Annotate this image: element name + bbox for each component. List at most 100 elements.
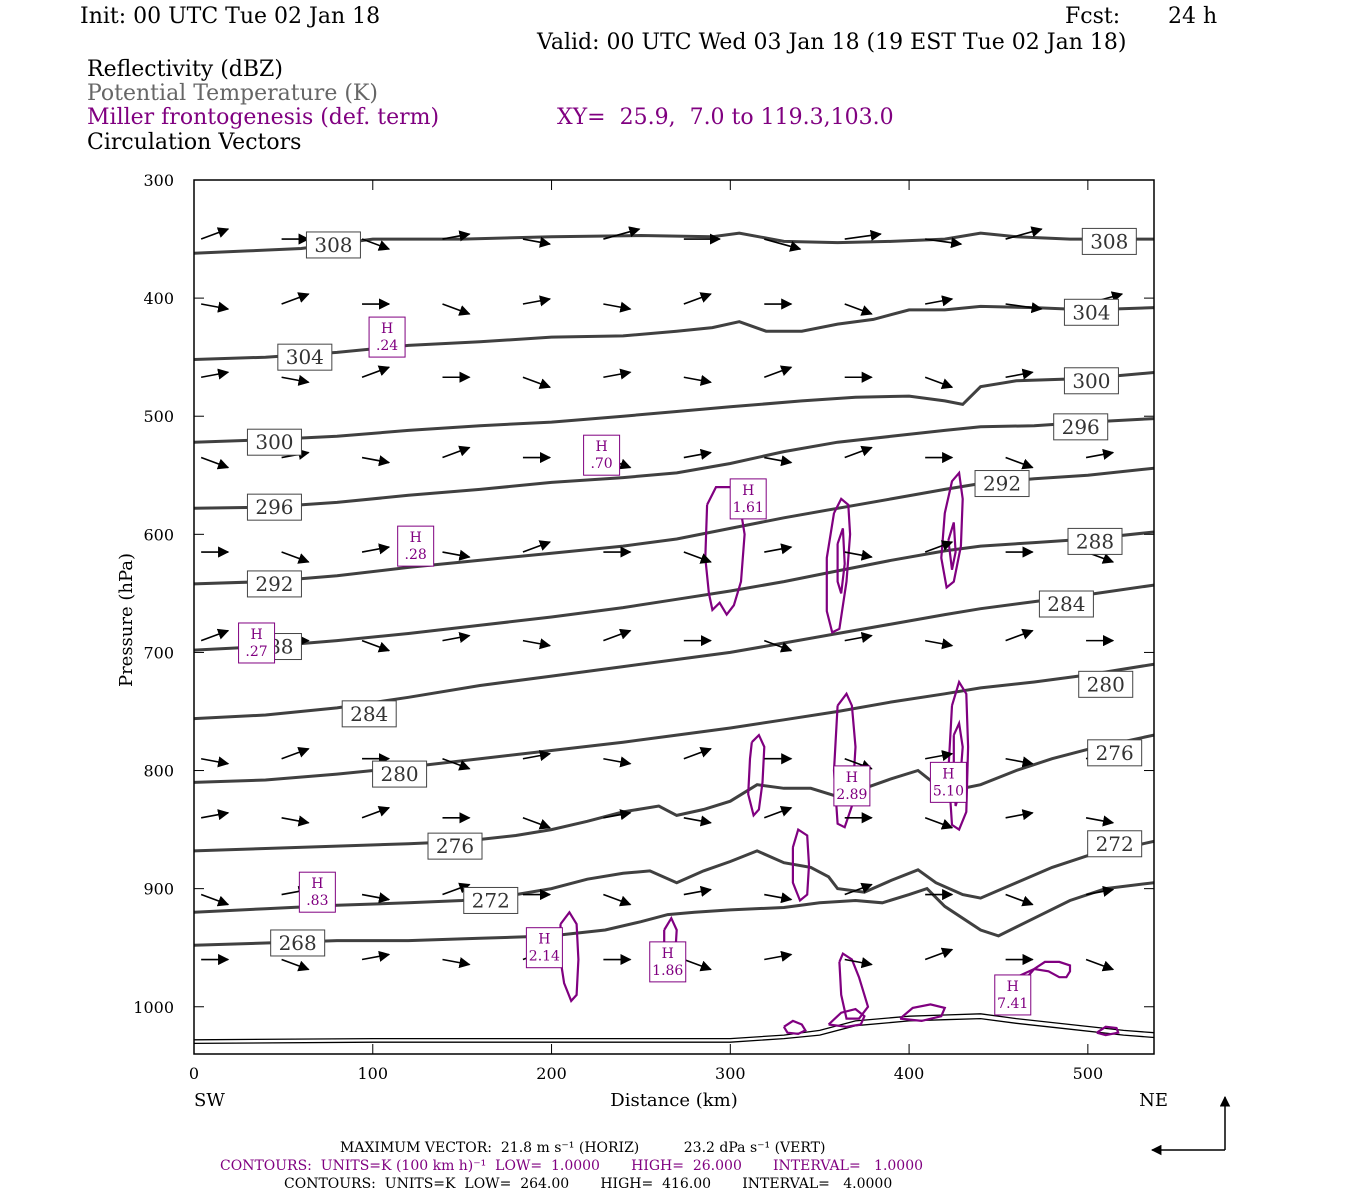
circulation-vector bbox=[603, 226, 641, 240]
svg-text:308: 308 bbox=[314, 233, 352, 257]
svg-text:H: H bbox=[381, 321, 393, 337]
circulation-vector bbox=[683, 746, 712, 760]
circulation-vector bbox=[442, 303, 471, 316]
svg-text:H: H bbox=[662, 946, 674, 962]
x-end-label-ne: NE bbox=[1139, 1090, 1168, 1111]
svg-text:276: 276 bbox=[436, 834, 474, 858]
circulation-vector bbox=[522, 638, 552, 650]
svg-text:292: 292 bbox=[983, 472, 1021, 496]
frontogenesis-contour bbox=[827, 1007, 866, 1028]
circulation-vector bbox=[683, 885, 712, 897]
theta-label-304: 304 bbox=[1063, 298, 1119, 326]
circulation-vector bbox=[603, 368, 632, 380]
svg-text:308: 308 bbox=[1090, 229, 1128, 253]
circulation-vector bbox=[1085, 885, 1115, 897]
circulation-vector bbox=[764, 365, 793, 378]
circulation-vector bbox=[200, 456, 230, 470]
circulation-vector bbox=[1005, 809, 1034, 821]
svg-text:284: 284 bbox=[350, 702, 388, 726]
theta-label-304: 304 bbox=[277, 343, 333, 371]
circulation-vector bbox=[844, 229, 882, 241]
circulation-vector bbox=[764, 892, 793, 904]
circulation-vector bbox=[522, 817, 551, 830]
frontogenesis-max: H.83 bbox=[298, 871, 336, 913]
svg-text:7.41: 7.41 bbox=[997, 996, 1028, 1012]
theta-label-292: 292 bbox=[246, 570, 302, 598]
y-axis-label: Pressure (hPa) bbox=[116, 553, 137, 687]
circulation-vector bbox=[683, 551, 712, 564]
circulation-vector bbox=[924, 376, 954, 389]
circulation-vector bbox=[442, 230, 471, 242]
circulation-vector bbox=[764, 238, 802, 252]
theta-label-284: 284 bbox=[1038, 590, 1094, 618]
theta-label-276: 276 bbox=[1087, 739, 1143, 767]
frontogenesis-contour bbox=[825, 497, 852, 634]
svg-text:1.86: 1.86 bbox=[652, 963, 683, 979]
theta-contour-304 bbox=[194, 304, 1154, 361]
circulation-vector bbox=[442, 757, 471, 771]
frontogenesis-contour bbox=[747, 733, 766, 818]
svg-text:300: 300 bbox=[255, 430, 293, 454]
circulation-vector bbox=[1005, 893, 1034, 907]
theta-contour-268 bbox=[194, 881, 1154, 947]
theta-label-276: 276 bbox=[427, 832, 483, 860]
svg-text:280: 280 bbox=[380, 762, 418, 786]
circulation-vector bbox=[1005, 628, 1034, 642]
svg-text:292: 292 bbox=[255, 572, 293, 596]
footer-contours-frontogenesis: CONTOURS: UNITS=K (100 km h)⁻¹ LOW= 1.00… bbox=[220, 1158, 924, 1174]
circulation-vector bbox=[442, 445, 471, 459]
theta-label-296: 296 bbox=[246, 493, 302, 521]
theta-label-272: 272 bbox=[463, 886, 519, 914]
valid-time: Valid: 00 UTC Wed 03 Jan 18 (19 EST Tue … bbox=[537, 30, 1127, 55]
circulation-vector bbox=[1005, 302, 1043, 314]
circulation-vector bbox=[361, 806, 391, 819]
circulation-vector bbox=[201, 756, 230, 768]
frontogenesis-contour bbox=[1004, 960, 1072, 999]
svg-text:H: H bbox=[1007, 979, 1019, 995]
circulation-vector bbox=[683, 448, 712, 460]
frontogenesis-max: H2.89 bbox=[833, 765, 871, 807]
frontogenesis-max: H2.14 bbox=[525, 927, 563, 969]
circulation-vector bbox=[844, 882, 873, 896]
theta-contour-280 bbox=[194, 662, 1154, 784]
theta-contour-284 bbox=[194, 583, 1154, 721]
y-tick-label: 300 bbox=[143, 171, 174, 190]
circulation-vector bbox=[844, 445, 873, 459]
theta-label-280: 280 bbox=[1078, 670, 1134, 698]
circulation-vector bbox=[683, 815, 712, 827]
x-tick-label: 0 bbox=[189, 1064, 199, 1083]
circulation-vector bbox=[924, 947, 954, 961]
circulation-vector bbox=[603, 301, 632, 313]
svg-text:2.14: 2.14 bbox=[529, 949, 560, 965]
theta-label-300: 300 bbox=[246, 428, 302, 456]
theta-label-308: 308 bbox=[1081, 227, 1137, 255]
x-end-label-sw: SW bbox=[194, 1090, 225, 1111]
y-tick-label: 900 bbox=[143, 880, 174, 899]
circulation-vector bbox=[844, 957, 873, 969]
x-tick-label: 300 bbox=[715, 1064, 746, 1083]
svg-text:H: H bbox=[742, 483, 754, 499]
circulation-vector bbox=[442, 549, 471, 561]
svg-text:272: 272 bbox=[1096, 832, 1134, 856]
circulation-vector bbox=[764, 455, 793, 467]
circulation-vector bbox=[200, 628, 230, 642]
legend-reflectivity: Reflectivity (dBZ) bbox=[87, 57, 283, 82]
theta-label-308: 308 bbox=[305, 231, 361, 259]
circulation-vector bbox=[361, 543, 391, 555]
theta-label-268: 268 bbox=[270, 929, 326, 957]
svg-text:2.89: 2.89 bbox=[836, 787, 867, 803]
circulation-vector bbox=[361, 365, 391, 378]
circulation-vector bbox=[1085, 958, 1115, 972]
circulation-vector bbox=[200, 227, 230, 240]
legend-theta: Potential Temperature (K) bbox=[87, 81, 378, 106]
theta-label-280: 280 bbox=[372, 760, 428, 788]
circulation-vector bbox=[924, 540, 954, 553]
frontogenesis-max: H.70 bbox=[583, 434, 621, 476]
frontogenesis-contour bbox=[559, 910, 580, 1003]
circulation-vector bbox=[924, 817, 954, 830]
circulation-vector bbox=[281, 292, 310, 305]
circulation-vector bbox=[1005, 226, 1043, 240]
theta-label-288: 288 bbox=[1067, 527, 1123, 555]
circulation-vector bbox=[925, 638, 954, 650]
